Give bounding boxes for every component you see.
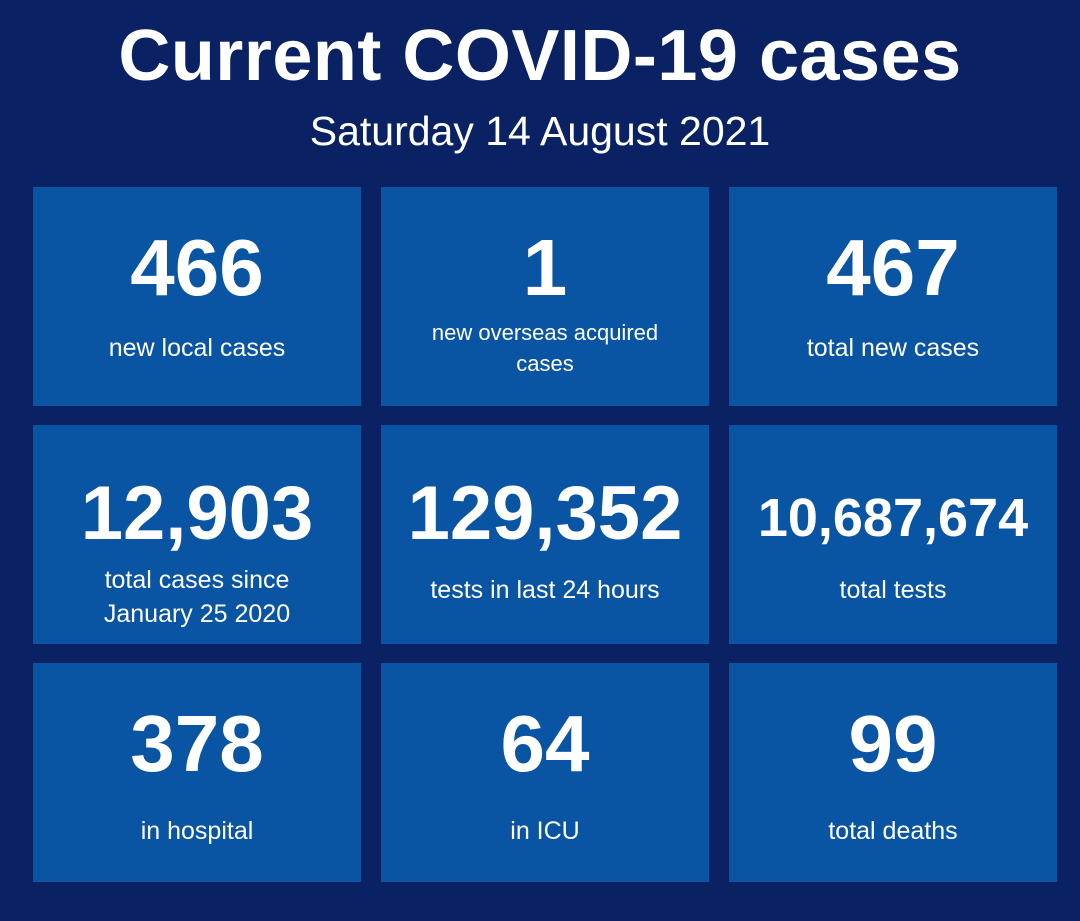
stat-value: 64: [500, 699, 590, 788]
stat-value: 99: [848, 699, 938, 788]
page-title: Current COVID-19 cases: [118, 16, 962, 96]
stat-value: 1: [522, 223, 568, 312]
stats-grid: 466 new local cases 1 new overseas acqui…: [33, 187, 1058, 883]
stat-label: new local cases: [108, 334, 286, 362]
stat-value: 12,903: [80, 471, 314, 556]
stat-value: 10,687,674: [757, 488, 1029, 548]
stat-value: 129,352: [407, 471, 683, 556]
stat-tile-total-tests: 10,687,674 total tests: [729, 425, 1057, 644]
stat-value: 378: [130, 699, 264, 788]
stat-label: in hospital: [140, 817, 254, 845]
stat-value: 466: [130, 223, 264, 312]
stat-label: total deaths: [828, 817, 958, 845]
stat-tile-new-local-cases: 466 new local cases: [33, 187, 361, 406]
report-date: Saturday 14 August 2021: [309, 108, 771, 154]
stat-tile-total-cases: 12,903 total cases since January 25 2020: [33, 425, 361, 644]
stat-label: in ICU: [510, 817, 580, 845]
stat-tile-total-new-cases: 467 total new cases: [729, 187, 1057, 406]
stat-tile-total-deaths: 99 total deaths: [729, 663, 1057, 882]
stat-label: total tests: [839, 576, 947, 604]
stat-value: 467: [826, 223, 960, 312]
stat-label: new overseas acquired cases: [431, 320, 659, 376]
stat-tile-new-overseas-cases: 1 new overseas acquired cases: [381, 187, 709, 406]
stat-tile-in-icu: 64 in ICU: [381, 663, 709, 882]
stat-label: total cases since January 25 2020: [103, 566, 291, 628]
stat-tile-in-hospital: 378 in hospital: [33, 663, 361, 882]
stat-tile-tests-24h: 129,352 tests in last 24 hours: [381, 425, 709, 644]
stat-label: tests in last 24 hours: [430, 576, 660, 604]
stat-label: total new cases: [806, 334, 980, 362]
